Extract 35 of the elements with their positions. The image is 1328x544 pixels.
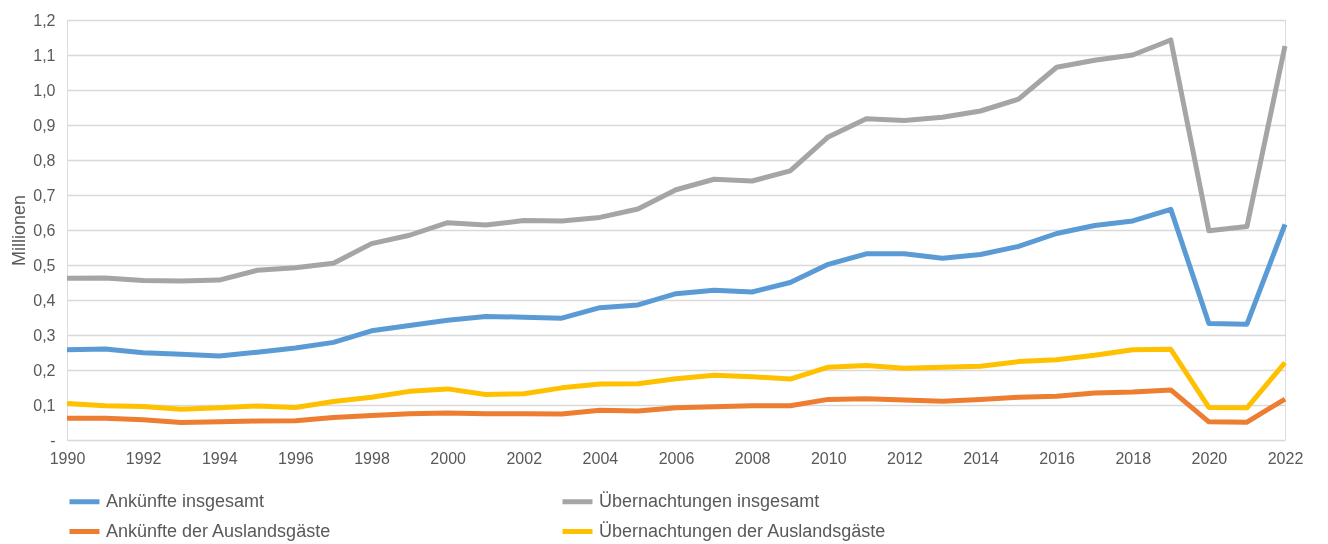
x-tick-label: 2010 xyxy=(810,449,847,467)
x-tick-label: 2002 xyxy=(506,449,543,467)
x-tick-label: 2022 xyxy=(1267,449,1304,467)
x-tick-label: 1998 xyxy=(354,449,390,467)
y-tick-label: 0,9 xyxy=(33,116,56,134)
y-tick-label: 0,2 xyxy=(33,361,56,379)
legend-label: Ankünfte der Auslandsgäste xyxy=(106,520,331,541)
x-tick-label: 2006 xyxy=(658,449,695,467)
x-tick-label: 2020 xyxy=(1191,449,1228,467)
x-tick-label: 2018 xyxy=(1115,449,1152,467)
legend-label: Übernachtungen der Auslandsgäste xyxy=(599,520,886,541)
x-tick-label: 2012 xyxy=(887,449,923,467)
y-tick-label: 0,3 xyxy=(33,326,56,344)
x-tick-label: 1996 xyxy=(278,449,314,467)
legend-label: Ankünfte insgesamt xyxy=(106,490,265,511)
y-tick-label: 1,1 xyxy=(33,46,56,64)
y-tick-label: 0,1 xyxy=(33,396,56,414)
x-tick-label: 2004 xyxy=(582,449,619,467)
x-tick-label: 1994 xyxy=(201,449,238,467)
y-tick-label: 1,0 xyxy=(33,81,56,99)
y-tick-label: 0,5 xyxy=(33,256,56,274)
y-tick-label: 1,2 xyxy=(33,11,56,29)
x-tick-label: 2000 xyxy=(430,449,467,467)
y-tick-label: 0,6 xyxy=(33,221,56,239)
x-tick-label: 2016 xyxy=(1039,449,1076,467)
y-tick-label: 0,4 xyxy=(33,291,56,309)
y-tick-label: 0,7 xyxy=(33,186,56,204)
legend-label: Übernachtungen insgesamt xyxy=(599,490,820,511)
y-tick-label: - xyxy=(50,431,56,449)
y-tick-label: 0,8 xyxy=(33,151,56,169)
x-tick-label: 2008 xyxy=(734,449,771,467)
y-axis-title: Millionen xyxy=(9,194,30,267)
x-tick-label: 2014 xyxy=(963,449,999,467)
x-tick-label: 1990 xyxy=(49,449,86,467)
x-tick-label: 1992 xyxy=(125,449,162,467)
